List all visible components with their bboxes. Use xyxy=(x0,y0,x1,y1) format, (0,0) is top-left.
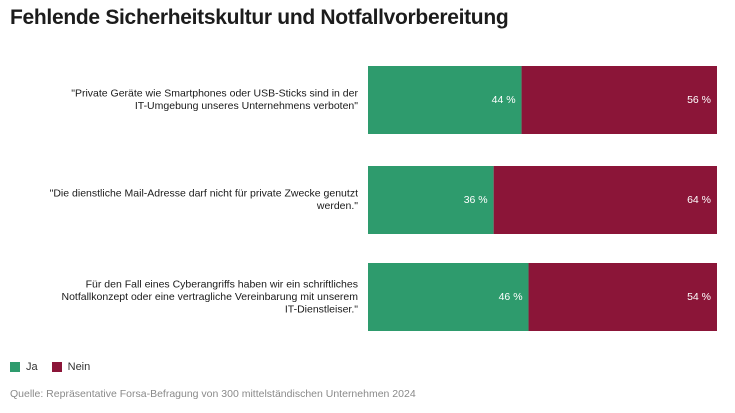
bar-segment-ja xyxy=(368,263,529,331)
data-label-ja: 36 % xyxy=(464,194,488,206)
data-label-ja: 44 % xyxy=(492,94,516,106)
data-label-nein: 64 % xyxy=(687,194,711,206)
category-label: werden." xyxy=(316,200,358,212)
category-label: "Die dienstliche Mail-Adresse darf nicht… xyxy=(50,188,358,200)
legend-swatch-nein xyxy=(51,362,62,372)
legend-item-ja: Ja xyxy=(10,361,38,373)
data-label-ja: 46 % xyxy=(499,291,523,303)
legend-item-nein: Nein xyxy=(51,361,91,373)
data-label-nein: 54 % xyxy=(687,291,711,303)
category-label: IT-Umgebung unseres Unternehmens verbote… xyxy=(135,100,358,112)
bar-segment-ja xyxy=(368,66,522,134)
category-label: Für den Fall eines Cyberangriffs haben w… xyxy=(86,278,358,290)
category-label: IT-Dienstleiser." xyxy=(285,303,358,315)
source-note: Quelle: Repräsentative Forsa-Befragung v… xyxy=(10,388,416,400)
legend-label-ja: Ja xyxy=(26,361,38,373)
legend-label-nein: Nein xyxy=(67,361,91,373)
category-label: "Private Geräte wie Smartphones oder USB… xyxy=(71,88,358,100)
legend-swatch-ja xyxy=(10,362,20,372)
legend: Ja Nein xyxy=(10,361,90,373)
category-label: Notfallkonzept oder eine vertragliche Ve… xyxy=(62,291,359,303)
data-label-nein: 56 % xyxy=(687,94,711,106)
chart-title: Fehlende Sicherheitskultur und Notfallvo… xyxy=(10,6,509,29)
bar-segment-nein xyxy=(521,66,717,134)
bar-segment-nein xyxy=(528,263,717,331)
bar-segment-nein xyxy=(493,166,717,234)
bar-segment-ja xyxy=(368,166,494,234)
